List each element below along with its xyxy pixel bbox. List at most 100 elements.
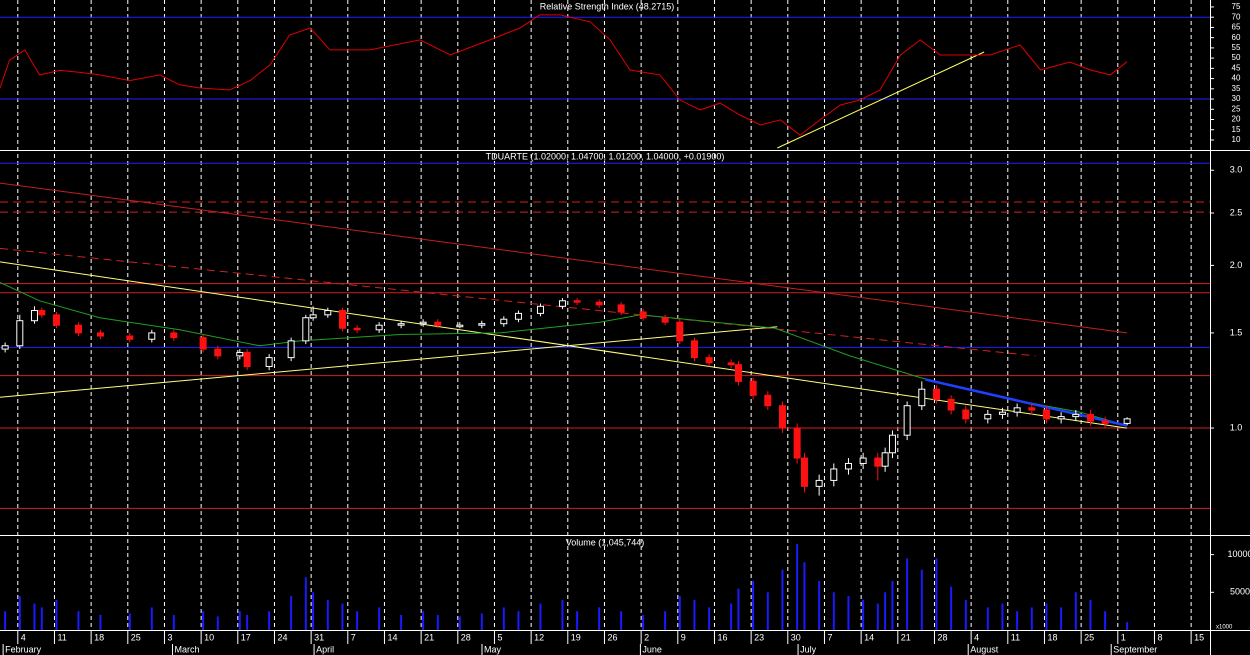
x-tick-label: 15 bbox=[1194, 632, 1204, 642]
candle-body bbox=[617, 304, 625, 313]
volume-bar bbox=[216, 616, 219, 630]
volume-bar bbox=[906, 558, 909, 630]
volume-bar bbox=[561, 599, 564, 630]
x-tick-label: 5 bbox=[497, 632, 502, 642]
volume-bar bbox=[458, 616, 461, 630]
candle-body bbox=[793, 427, 801, 459]
candle-body bbox=[705, 357, 713, 364]
month-label: May bbox=[484, 644, 502, 654]
candle-body bbox=[874, 457, 882, 467]
candle-body bbox=[419, 321, 427, 325]
volume-bar bbox=[964, 599, 967, 630]
candle-body bbox=[558, 300, 566, 307]
candle-body bbox=[998, 411, 1006, 415]
volume-bar bbox=[99, 614, 102, 630]
volume-bar bbox=[40, 607, 43, 630]
candle-body bbox=[764, 394, 772, 407]
volume-bar bbox=[422, 611, 425, 630]
volume-bar bbox=[517, 611, 520, 630]
candle-body bbox=[243, 351, 251, 367]
x-tick-label: 11 bbox=[57, 632, 66, 642]
volume-bar bbox=[876, 603, 879, 630]
x-tick-label: 31 bbox=[314, 632, 324, 642]
trend-line bbox=[777, 51, 985, 149]
x-tick-label: 12 bbox=[534, 632, 544, 642]
volume-bar bbox=[920, 569, 923, 630]
candle-body bbox=[734, 364, 742, 382]
candle-body bbox=[30, 310, 38, 322]
volume-bar bbox=[128, 613, 131, 630]
y-tick-label: 10000 bbox=[1227, 549, 1250, 559]
volume-bar bbox=[803, 562, 806, 630]
candle-body bbox=[639, 311, 647, 319]
x-tick-label: 21 bbox=[424, 632, 434, 642]
volume-bar bbox=[341, 603, 344, 630]
x-tick-label: 14 bbox=[864, 632, 874, 642]
x-tick-label: 28 bbox=[937, 632, 947, 642]
candle-body bbox=[1072, 413, 1080, 418]
candle-body bbox=[96, 332, 104, 337]
volume-bar bbox=[18, 596, 21, 630]
y-tick-label: 5000 bbox=[1230, 587, 1250, 597]
volume-bar bbox=[1045, 603, 1048, 630]
x-tick-label: 17 bbox=[241, 632, 251, 642]
candle-body bbox=[1042, 409, 1050, 420]
candle-body bbox=[38, 310, 46, 316]
candle-body bbox=[1028, 407, 1036, 411]
candle-body bbox=[727, 362, 735, 366]
y-tick-label: 30 bbox=[1232, 94, 1241, 103]
volume-bar bbox=[1060, 607, 1063, 630]
x-tick-label: 11 bbox=[1011, 632, 1020, 642]
volume-bar bbox=[950, 586, 953, 630]
y-tick-label: 1.0 bbox=[1230, 422, 1243, 432]
y-tick-label: 40 bbox=[1232, 74, 1241, 83]
candle-body bbox=[74, 324, 82, 334]
x-tick-label: 23 bbox=[754, 632, 764, 642]
x-tick-label: 14 bbox=[387, 632, 397, 642]
volume-bar bbox=[818, 580, 821, 630]
volume-title: Volume (1,045,744) bbox=[566, 537, 645, 547]
volume-bar bbox=[1104, 611, 1107, 630]
trend-line bbox=[0, 247, 1036, 357]
x-tick-label: 10 bbox=[204, 632, 214, 642]
x-tick-label: 18 bbox=[1047, 632, 1057, 642]
candle-body bbox=[536, 305, 544, 314]
candle-body bbox=[375, 324, 383, 331]
y-tick-label: 55 bbox=[1232, 43, 1241, 52]
y-tick-label: 2.5 bbox=[1230, 207, 1243, 217]
candle-body bbox=[749, 380, 757, 396]
candle-body bbox=[338, 310, 346, 329]
volume-bar bbox=[77, 611, 80, 630]
x-tick-label: 2 bbox=[644, 632, 649, 642]
x-tick-label: 4 bbox=[974, 632, 979, 642]
candle-body bbox=[932, 388, 940, 400]
x-tick-label: 21 bbox=[901, 632, 911, 642]
volume-bar bbox=[172, 614, 175, 630]
volume-bar bbox=[664, 611, 667, 630]
candle-body bbox=[302, 317, 310, 342]
x-tick-label: 19 bbox=[571, 632, 581, 642]
y-tick-label: 20 bbox=[1232, 115, 1241, 124]
candle-body bbox=[324, 310, 332, 316]
candle-body bbox=[170, 332, 178, 339]
volume-bar bbox=[832, 592, 835, 630]
volume-bar bbox=[356, 611, 359, 630]
candle-body bbox=[1, 345, 9, 350]
candle-body bbox=[947, 398, 955, 411]
volume-bar bbox=[290, 596, 293, 630]
candle-body bbox=[353, 327, 361, 331]
volume-bar bbox=[1074, 592, 1077, 630]
candle-body bbox=[16, 320, 24, 347]
candle-body bbox=[844, 462, 852, 470]
volume-bar bbox=[847, 596, 850, 630]
volume-bar bbox=[150, 607, 153, 630]
volume-bar bbox=[737, 588, 740, 630]
volume-bar bbox=[891, 580, 894, 630]
candle-body bbox=[690, 340, 698, 359]
trend-line bbox=[0, 326, 778, 398]
x-tick-label: 4 bbox=[21, 632, 26, 642]
candle-body bbox=[397, 323, 405, 326]
month-label: June bbox=[642, 644, 662, 654]
candle-body bbox=[1013, 407, 1021, 413]
